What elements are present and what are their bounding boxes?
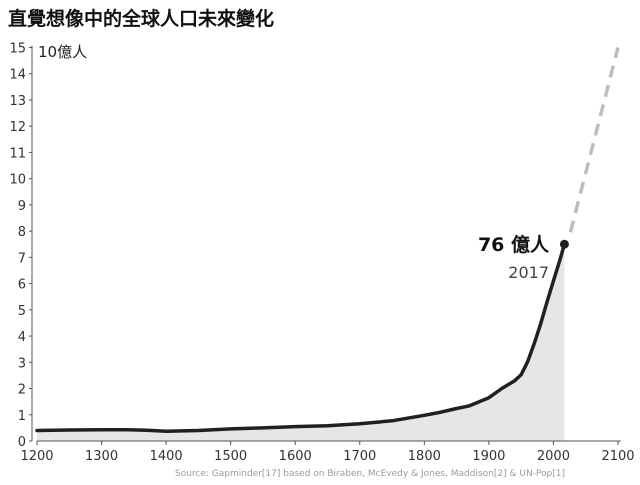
x-tick-label: 1200	[20, 449, 53, 464]
y-tick-label: 0	[18, 435, 26, 450]
x-tick-label: 1600	[279, 449, 312, 464]
y-tick-label: 14	[9, 68, 26, 83]
y-tick-label: 15	[9, 42, 26, 57]
y-tick-label: 9	[18, 199, 26, 214]
y-tick-label: 13	[9, 94, 26, 109]
y-tick-label: 8	[18, 225, 26, 240]
x-tick-label: 1900	[472, 449, 505, 464]
y-tick-label: 7	[18, 251, 26, 266]
y-tick-label: 5	[18, 304, 26, 319]
x-tick-label: 1800	[408, 449, 441, 464]
annotation-year-label: 2017	[508, 263, 549, 282]
source-note: Source: Gapminder[17] based on Biraben, …	[175, 469, 565, 479]
y-tick-label: 6	[18, 278, 26, 293]
data-point-2017	[559, 239, 569, 249]
x-tick-label: 1300	[85, 449, 118, 464]
y-tick-label: 2	[18, 383, 26, 398]
y-tick-label: 10	[9, 173, 26, 188]
historical-population-line	[35, 242, 567, 434]
y-tick-label: 4	[18, 330, 26, 345]
y-tick-label: 12	[9, 120, 26, 135]
projection-dashed-line	[568, 47, 620, 233]
annotation-value-label: 76 億人	[478, 233, 550, 256]
x-tick-label: 2100	[601, 449, 634, 464]
x-tick-label: 1700	[343, 449, 376, 464]
y-tick-label: 1	[18, 409, 26, 424]
x-tick-label: 2000	[537, 449, 570, 464]
population-area-fill	[37, 244, 565, 441]
chart-title: 直覺想像中的全球人口未來變化	[8, 7, 274, 30]
y-tick-label: 3	[18, 356, 26, 371]
y-axis-unit-label: 10億人	[38, 43, 87, 61]
x-tick-label: 1400	[150, 449, 183, 464]
x-tick-label: 1500	[214, 449, 247, 464]
y-tick-label: 11	[9, 146, 26, 161]
